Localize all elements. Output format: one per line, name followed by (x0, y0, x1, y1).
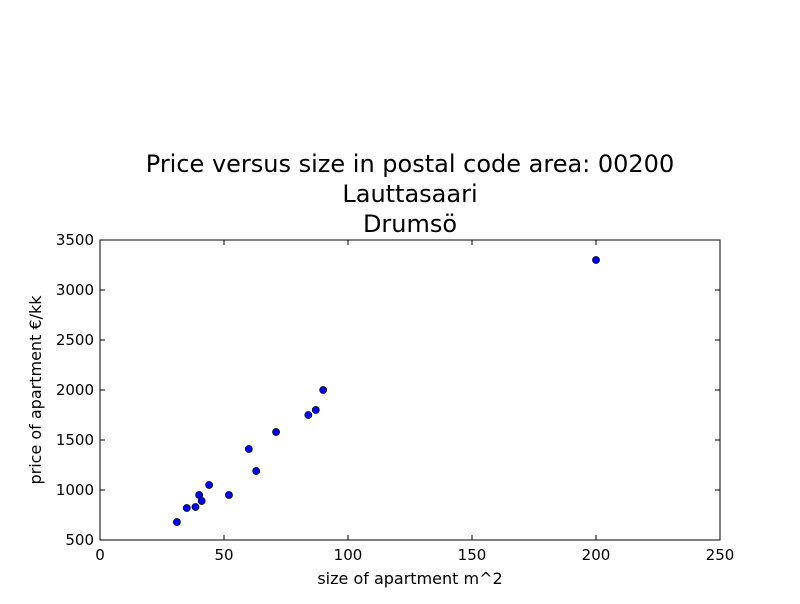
scatter-point (304, 411, 313, 419)
chart-title-line-3: Drumsö (363, 210, 457, 238)
scatter-point (311, 406, 320, 414)
x-tick-label: 250 (706, 546, 735, 564)
scatter-point (592, 256, 600, 264)
scatter-point (205, 481, 214, 489)
y-tick-label: 2000 (56, 381, 94, 399)
scatter-point (191, 503, 200, 511)
x-axis-ticks: 0 50 100 150 200 250 (95, 240, 734, 564)
y-tick-label: 3000 (56, 281, 94, 299)
data-points (172, 256, 600, 526)
y-tick-label: 500 (65, 531, 94, 549)
y-tick-label: 3500 (56, 231, 94, 249)
chart-title-line-1: Price versus size in postal code area: 0… (146, 150, 674, 178)
scatter-point (182, 504, 191, 512)
y-axis-label: price of apartment €/kk (26, 295, 45, 485)
x-tick-label: 200 (582, 546, 611, 564)
chart-title: Price versus size in postal code area: 0… (146, 150, 674, 238)
x-axis-label: size of apartment m^2 (317, 569, 502, 588)
y-tick-label: 2500 (56, 331, 94, 349)
scatter-point (252, 467, 261, 475)
scatter-point (197, 497, 206, 505)
chart-title-line-2: Lauttasaari (342, 180, 477, 208)
x-tick-label: 150 (458, 546, 487, 564)
scatter-point (272, 428, 280, 436)
scatter-point (319, 386, 328, 394)
x-tick-label: 100 (334, 546, 363, 564)
y-tick-label: 1000 (56, 481, 94, 499)
x-tick-label: 50 (214, 546, 233, 564)
y-axis-ticks: 500 1000 1500 2000 2500 3000 3500 (56, 231, 720, 549)
y-tick-label: 1500 (56, 431, 94, 449)
x-tick-label: 0 (95, 546, 105, 564)
plot-area (99, 239, 721, 541)
scatter-point (244, 445, 253, 453)
scatter-point (172, 518, 181, 526)
scatter-point (225, 491, 233, 499)
